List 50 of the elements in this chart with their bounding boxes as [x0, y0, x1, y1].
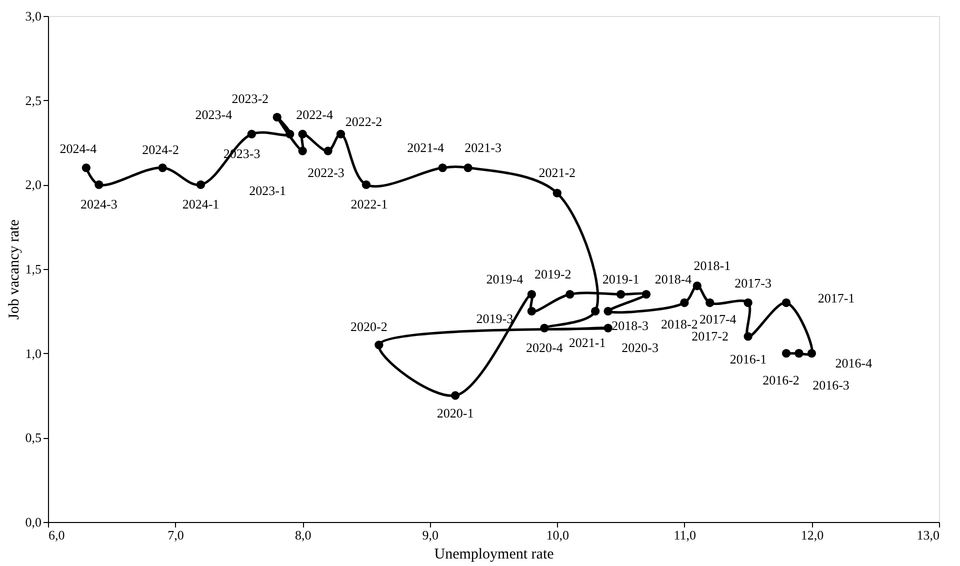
annotation: 2022-1: [350, 196, 388, 212]
annotation: 2018-3: [612, 318, 648, 334]
annotation: 2020-3: [622, 340, 658, 356]
annotation: 2021-3: [464, 140, 502, 155]
annotation: 2018-4: [654, 271, 692, 286]
annotation: 2020-2: [350, 318, 388, 334]
annotation: 2016-3: [812, 377, 850, 392]
x-tick-label: 8,0: [294, 528, 312, 542]
y-tick-label: 2,0: [25, 177, 42, 192]
annotation: 2024-1: [182, 196, 220, 212]
annotation: 2022-4: [296, 107, 334, 122]
y-tick-label: 0,0: [25, 514, 42, 530]
annotation: 2023-2: [232, 91, 269, 106]
y-tick-label: 0,5: [25, 430, 42, 446]
annotation: 2019-2: [534, 266, 572, 282]
x-tick-label: 11,0: [674, 528, 696, 542]
annotation: 2024-2: [142, 142, 179, 157]
annotation: 2024-3: [80, 196, 118, 212]
y-tick-label: 1,0: [25, 346, 42, 361]
annotation: 2016-2: [762, 372, 800, 388]
y-axis-title: Job vacancy rate: [6, 219, 22, 320]
annotation: 2021-2: [538, 165, 576, 180]
annotation: 2018-1: [694, 258, 731, 273]
x-tick-label: 13,0: [916, 528, 940, 542]
annotation: 2017-1: [818, 290, 855, 306]
x-tick-label: 7,0: [168, 528, 184, 542]
y-tick-label: 1,5: [25, 262, 42, 276]
x-axis-title: Unemployment rate: [434, 546, 554, 562]
annotation: 2023-4: [195, 107, 233, 122]
y-tick-label: 2,5: [25, 92, 42, 108]
annotation: 2016-4: [835, 355, 873, 370]
annotation: 2023-1: [249, 182, 286, 198]
annotation: 2016-1: [730, 351, 767, 366]
annotation: 2017-3: [734, 276, 772, 291]
x-tick-label: 6,0: [48, 528, 65, 542]
annotation: 2022-3: [308, 164, 344, 180]
annotation: 2024-4: [60, 140, 98, 156]
annotation: 2022-2: [345, 114, 382, 130]
annotation: 2019-1: [602, 271, 640, 286]
annotation: 2019-4: [486, 271, 524, 286]
annotation: 2019-3: [476, 311, 514, 326]
annotation: 2020-1: [436, 406, 474, 420]
x-tick-label: 9,0: [422, 528, 438, 542]
annotation: 2020-4: [526, 340, 564, 356]
annotation: 2021-4: [407, 140, 444, 155]
y-tick-label: 3,0: [25, 8, 42, 24]
annotation: 2017-4: [699, 312, 737, 327]
x-tick-label: 12,0: [800, 528, 824, 542]
annotation: 2021-1: [568, 335, 606, 350]
x-tick-label: 10,0: [546, 528, 570, 542]
